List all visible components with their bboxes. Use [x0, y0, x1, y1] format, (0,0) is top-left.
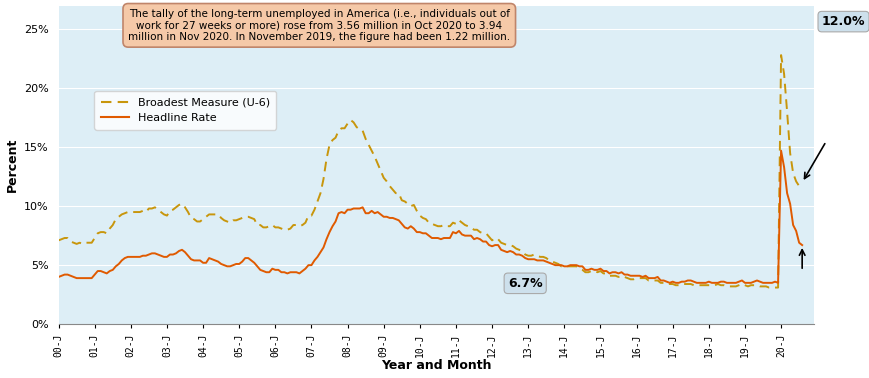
Text: 6.7%: 6.7%	[507, 277, 542, 290]
Legend: Broadest Measure (U-6), Headline Rate: Broadest Measure (U-6), Headline Rate	[94, 91, 276, 130]
Text: 12.0%: 12.0%	[821, 15, 865, 28]
Text: The tally of the long-term unemployed in America (i.e., individuals out of
work : The tally of the long-term unemployed in…	[128, 9, 510, 42]
X-axis label: Year and Month: Year and Month	[381, 359, 491, 372]
Y-axis label: Percent: Percent	[5, 138, 18, 192]
